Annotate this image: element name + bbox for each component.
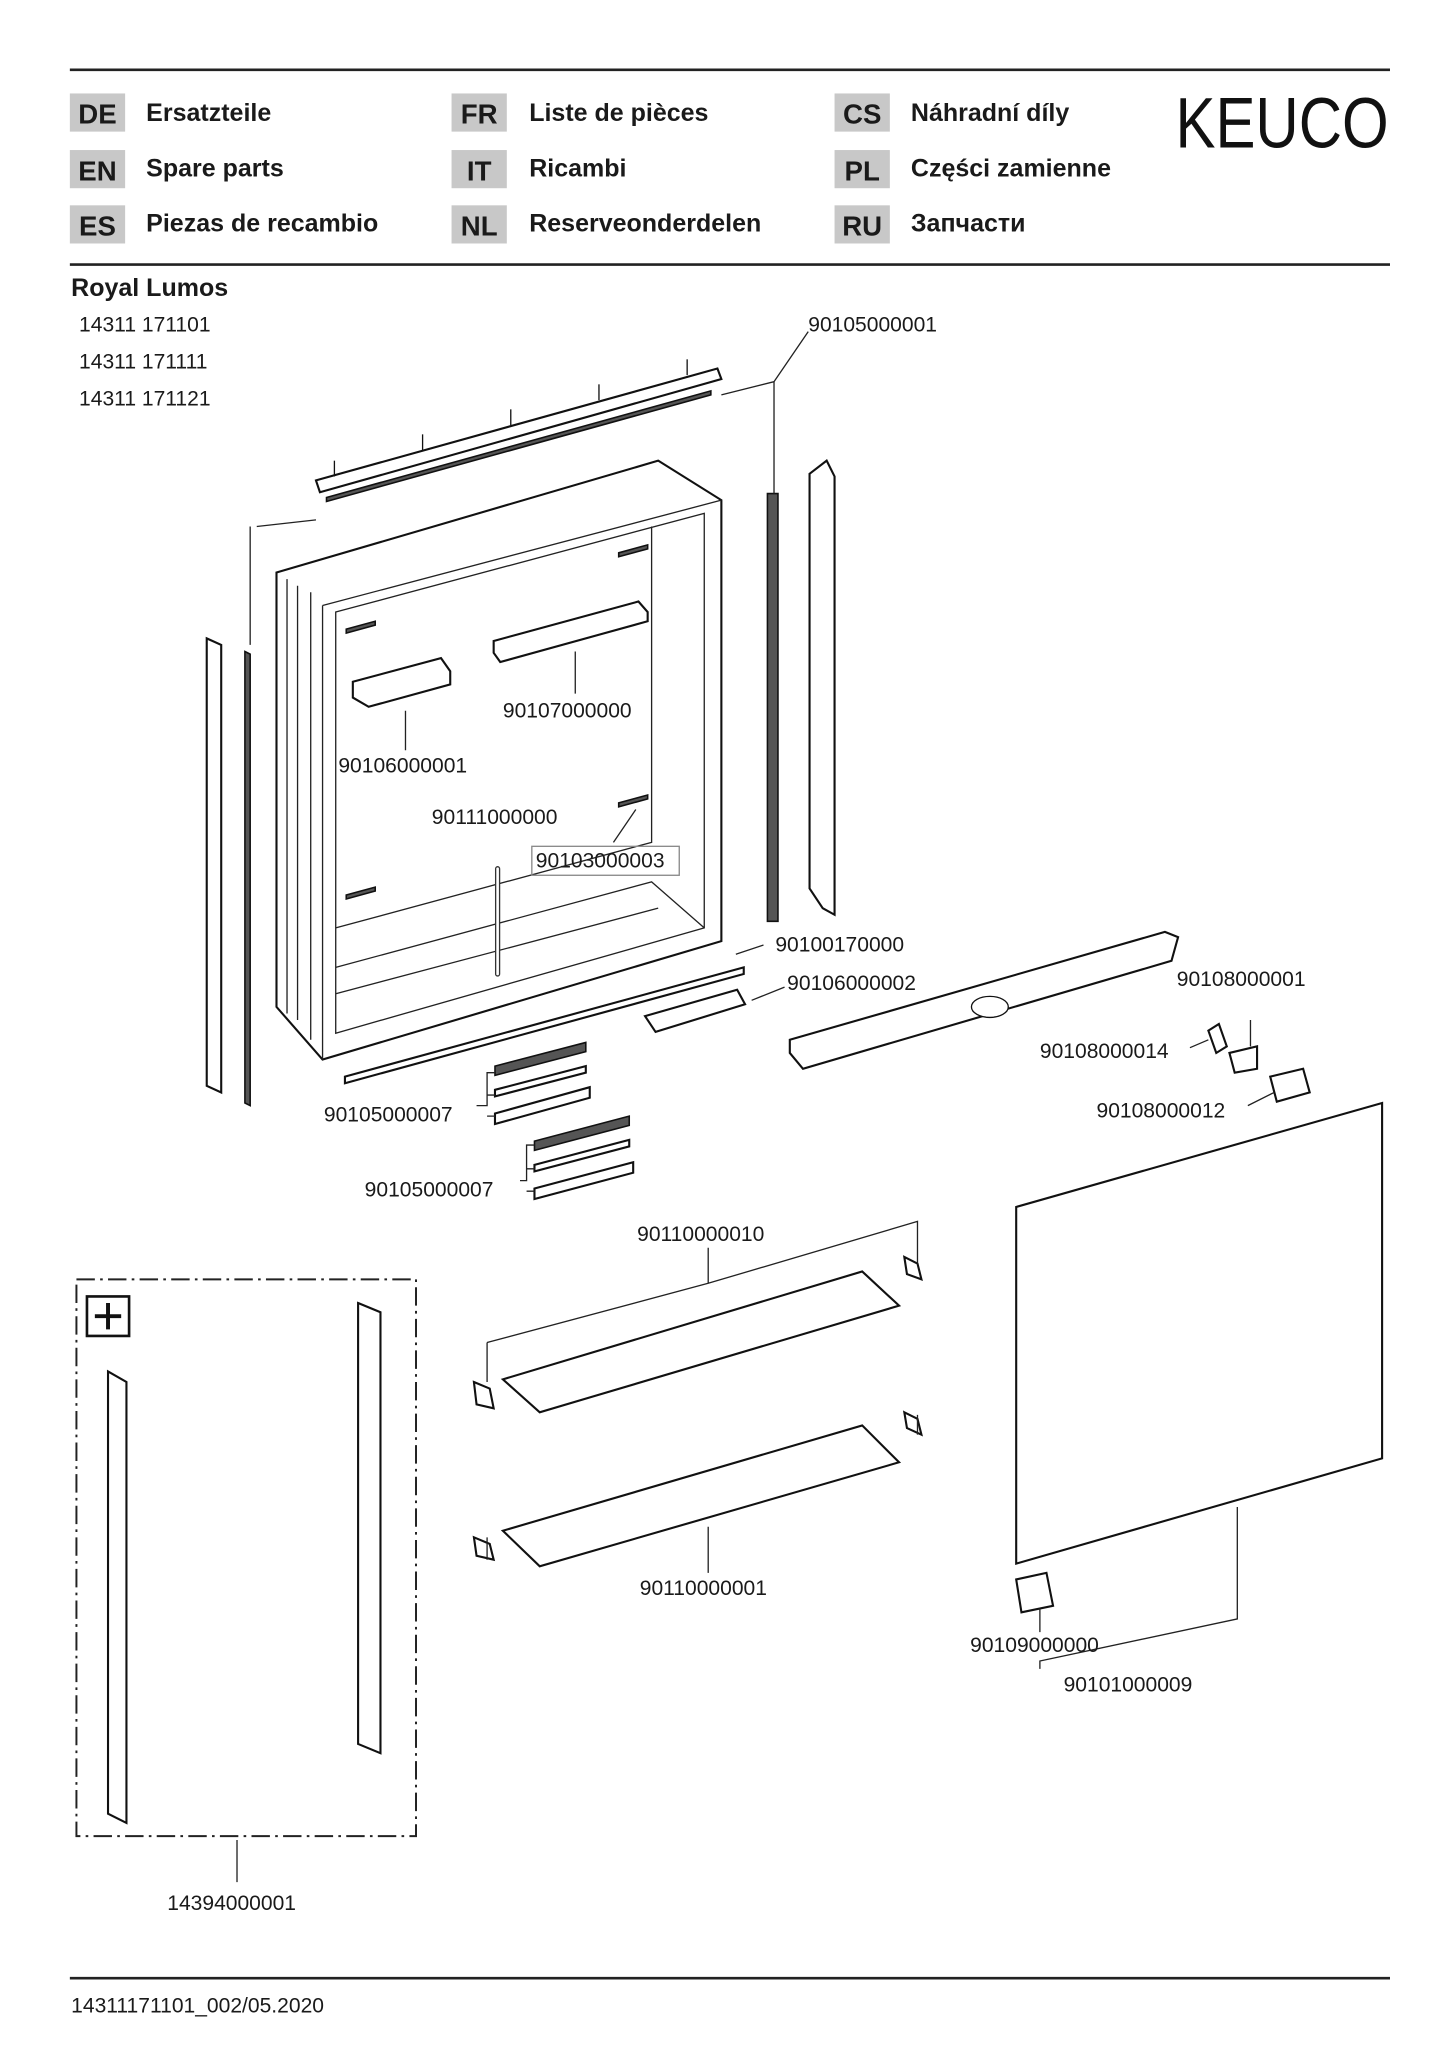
- svg-text:Ricambi: Ricambi: [529, 154, 626, 182]
- switch-holder: [643, 988, 747, 1034]
- svg-text:DE: DE: [78, 99, 116, 130]
- language-nl: NL Reserveonderdelen: [451, 205, 761, 244]
- svg-text:PL: PL: [845, 155, 880, 186]
- shelf-top: [500, 1270, 902, 1414]
- part-number: 90106000002: [787, 972, 916, 995]
- top-cover-strip: [314, 367, 723, 494]
- side-rail-right: [808, 459, 836, 917]
- language-en: EN Spare parts: [69, 150, 284, 189]
- language-it: IT Ricambi: [451, 150, 626, 189]
- part-number: 90101000009: [1064, 1673, 1193, 1696]
- language-es: ES Piezas de recambio: [69, 205, 378, 244]
- strip-set-1: [493, 1041, 591, 1126]
- door-hinge: [1014, 1571, 1055, 1614]
- handle-left: [106, 1369, 128, 1825]
- model-number: 14311 171111: [79, 351, 207, 374]
- handle-right: [357, 1301, 382, 1755]
- svg-text:IT: IT: [467, 155, 492, 186]
- document-id: 14311171101_002/05.2020: [71, 1994, 324, 2017]
- language-pl: PL Części zamienne: [834, 150, 1111, 189]
- part-number: 90100170000: [775, 934, 904, 957]
- shelf-bottom: [500, 1424, 902, 1568]
- svg-text:NL: NL: [461, 211, 498, 242]
- part-number: 90110000001: [640, 1577, 767, 1600]
- svg-text:Náhradní díly: Náhradní díly: [911, 99, 1069, 127]
- product-name: Royal Lumos: [71, 274, 228, 302]
- model-number: 14311 171121: [79, 387, 210, 410]
- part-number: 90110000010: [637, 1223, 764, 1246]
- svg-text:Ersatzteile: Ersatzteile: [146, 99, 271, 127]
- part-number: 90107000000: [503, 699, 632, 722]
- part-number: 90103000003: [536, 849, 665, 872]
- bracket-left: [351, 656, 452, 708]
- svg-text:FR: FR: [461, 99, 498, 130]
- svg-text:Piezas de recambio: Piezas de recambio: [146, 210, 378, 238]
- keuco-logo: KEUCO: [1175, 84, 1388, 163]
- language-de: DE Ersatzteile: [69, 93, 271, 132]
- model-number: 14311 171101: [79, 314, 210, 337]
- part-number: 90111000000: [432, 806, 558, 829]
- optional-accessory-box: [75, 1278, 417, 1838]
- svg-text:Części zamienne: Części zamienne: [911, 154, 1111, 182]
- svg-text:RU: RU: [842, 211, 882, 242]
- part-number: 90108000014: [1040, 1040, 1169, 1063]
- svg-text:CS: CS: [843, 99, 881, 130]
- strip-set-2: [533, 1115, 635, 1201]
- part-number: 90109000000: [970, 1634, 1099, 1657]
- part-number: 14394000001: [167, 1892, 296, 1915]
- clip-holder: [1268, 1067, 1312, 1103]
- clip-pad: [1207, 1022, 1229, 1055]
- language-cs: CS Náhradní díly: [834, 93, 1069, 132]
- svg-text:ES: ES: [79, 211, 116, 242]
- side-rail-left: [205, 636, 223, 1095]
- part-number: 90108000012: [1096, 1099, 1225, 1122]
- mirror-door: [1015, 1101, 1384, 1566]
- part-number: 90105000007: [324, 1103, 453, 1126]
- svg-text:EN: EN: [78, 155, 116, 186]
- led-strip-right: [766, 492, 779, 923]
- clip: [1228, 1045, 1259, 1074]
- svg-text:Reserveonderdelen: Reserveonderdelen: [529, 210, 761, 238]
- part-number: 90106000001: [338, 755, 467, 778]
- language-ru: RU Запчасти: [834, 205, 1026, 244]
- language-fr: FR Liste de pièces: [451, 93, 708, 132]
- part-number: 90105000001: [808, 314, 937, 337]
- svg-text:Запчасти: Запчасти: [911, 210, 1026, 238]
- exploded-drawing: [75, 331, 1384, 1883]
- part-number: 90108000001: [1177, 968, 1306, 991]
- svg-text:Liste de pièces: Liste de pièces: [529, 99, 708, 127]
- bottom-strip: [343, 966, 745, 1085]
- bracket-top: [492, 600, 649, 664]
- part-number: 90105000007: [365, 1178, 494, 1201]
- svg-text:Spare parts: Spare parts: [146, 154, 284, 182]
